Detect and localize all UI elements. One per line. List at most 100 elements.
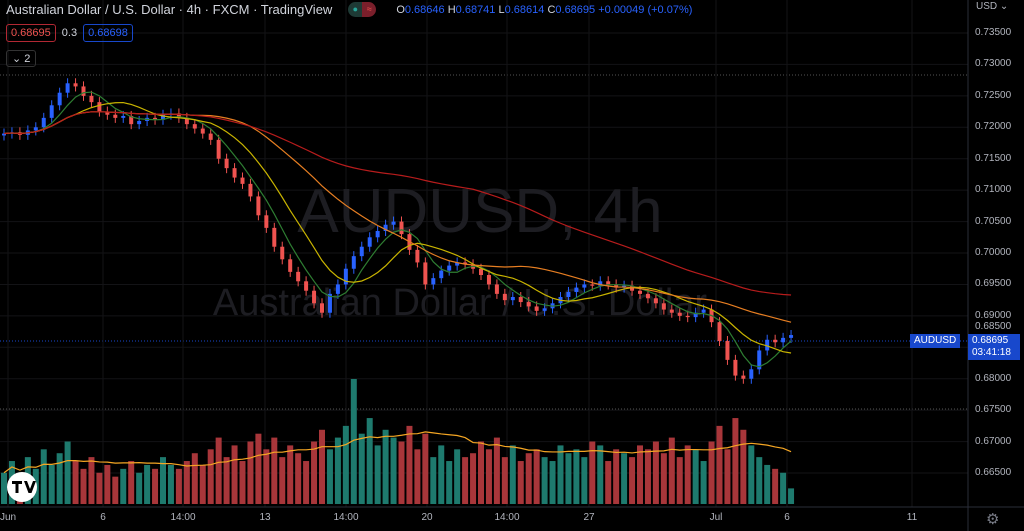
settings-gear-icon[interactable]: ⚙ [986,511,1000,528]
time-tick: Jul [709,512,723,523]
volume-bar [605,461,612,504]
volume-bar [629,457,636,504]
time-tick: 6 [100,512,106,523]
price-tick: 0.69000 [975,309,1012,321]
volume-bar [557,445,564,504]
candle [542,308,547,311]
volume-bar [589,441,596,504]
ma-long-line [3,111,792,296]
currency-selector[interactable]: USD ⌄ [976,1,1009,12]
candle [614,284,619,288]
volume-bar [430,457,437,504]
pause-icon: ≈ [362,2,377,17]
volume-bar [191,453,198,504]
candle [113,114,118,118]
price-tick: 0.66500 [975,467,1012,479]
candle [733,359,738,376]
candle [574,287,579,292]
volume-bar [390,437,397,504]
candle [423,262,428,285]
volume-bar [374,445,381,504]
candle [312,290,317,304]
volume-bar [509,445,516,504]
buy-button[interactable]: 0.68698 [83,24,133,42]
market-open-icon: ● [348,2,363,17]
candle [669,309,674,313]
volume-bar [215,437,222,504]
candle [439,270,444,279]
volume-bar [708,441,715,504]
volume-bar [732,418,739,504]
candle [216,139,221,159]
volume-bar [128,461,135,504]
ohlc-values: O0.68646 H0.68741 L0.68614 C0.68695 +0.0… [396,3,693,16]
candle [447,265,452,271]
volume-bar [764,464,771,504]
volume-bar [684,445,691,504]
price-tick: 0.67000 [975,435,1012,447]
ma-mid-line [3,101,792,354]
price-tick: 0.70000 [975,247,1012,258]
candle [137,121,142,125]
volume-bar [175,468,182,504]
candle [431,278,436,285]
grid [0,0,968,507]
volume-bar [517,461,524,504]
candle [479,268,483,276]
volume-bar [454,449,461,504]
candle [335,284,340,294]
market-status-toggle[interactable]: ● ≈ [348,2,377,17]
candle [367,237,372,247]
volume-bar [533,449,540,504]
candle [598,281,603,286]
candle [153,117,158,120]
time-tick: 14:00 [494,512,520,523]
candle [192,124,197,129]
volume-bar [780,472,787,504]
volume-bar [613,449,620,504]
candle [502,293,507,301]
candle [645,293,650,299]
volume-bar [112,476,119,504]
volume-bar [152,468,159,504]
candle [65,83,70,93]
candle [566,291,571,298]
candle [725,341,730,360]
volume-bar [740,429,747,504]
volume-bar [271,437,278,504]
candle [590,284,595,286]
price-tick: 0.72000 [975,121,1012,133]
volume-bar [493,437,500,504]
indicators-toggle[interactable]: ⌄ 2 [6,50,37,67]
time-tick: 14:00 [333,512,359,523]
volume-ma-line [3,431,792,474]
symbol-title[interactable]: Australian Dollar / U.S. Dollar · 4h · F… [6,2,333,17]
volume-bar [581,457,588,504]
candle [97,102,102,112]
volume-bar [40,449,47,504]
price-tick: 0.69500 [975,278,1012,290]
volume-bar [120,468,127,504]
volume-bar [700,461,707,504]
volume-bar [287,445,294,504]
candle [486,275,491,285]
volume-bar [223,457,230,504]
candle [248,183,253,197]
volume-bar [72,461,79,504]
candle [264,215,269,228]
spread: 0.3 [61,27,78,39]
tradingview-logo[interactable] [7,472,37,502]
volume-bar [382,429,389,504]
candle [351,256,356,269]
volume-bar [311,441,318,504]
candle [510,297,515,301]
candle [717,322,722,342]
volume-bar [501,457,508,504]
candle [256,196,261,216]
volume-bar [64,441,71,504]
sell-button[interactable]: 0.68695 [6,24,56,42]
candle [359,246,364,257]
candle [789,335,794,338]
candle [383,224,388,232]
